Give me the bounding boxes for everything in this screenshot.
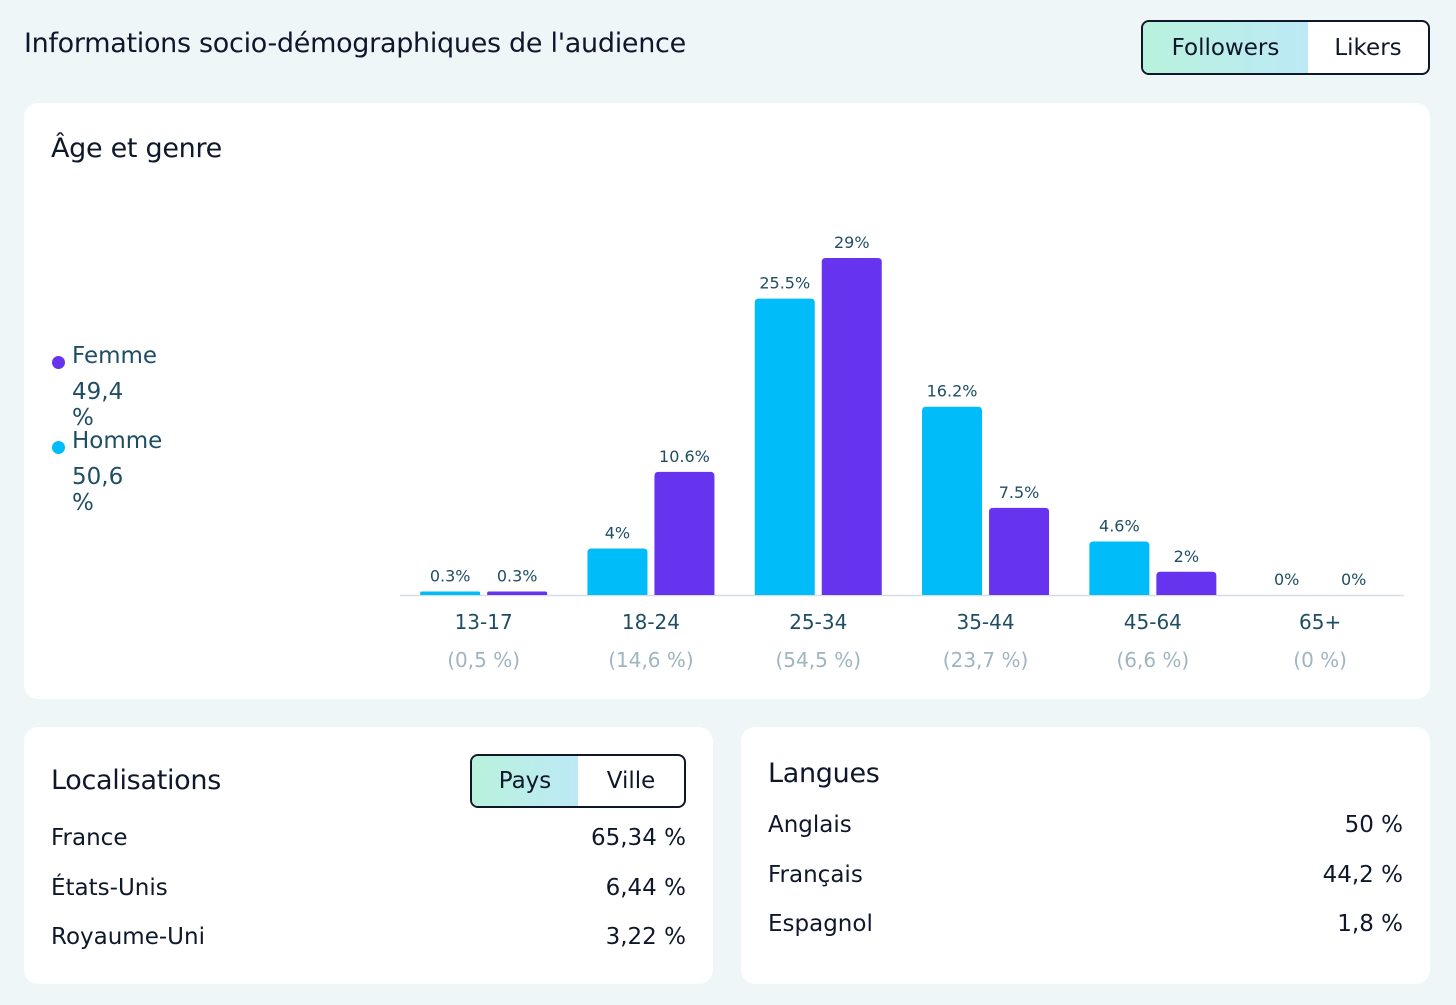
language-row: Espagnol 1,8 %: [768, 911, 1403, 951]
bar-femme-13-17: [487, 591, 548, 595]
location-name: Royaume-Uni: [51, 924, 205, 950]
bar-homme-35-44: [922, 406, 983, 595]
languages-card: Langues Anglais 50 % Français 44,2 % Esp…: [741, 727, 1430, 984]
language-name: Espagnol: [768, 911, 873, 937]
data-label: 29%: [834, 233, 870, 252]
languages-title: Langues: [768, 758, 880, 789]
pays-tab[interactable]: Pays: [472, 756, 578, 806]
category-total-label: (0,5 %): [447, 648, 520, 672]
followers-tab[interactable]: Followers: [1143, 22, 1308, 73]
data-label: 0%: [1274, 570, 1299, 589]
x-tick-label: 35-44: [956, 610, 1014, 634]
bar-femme-35-44: [989, 507, 1050, 595]
x-tick-label: 18-24: [622, 610, 680, 634]
data-label: 4%: [605, 524, 630, 543]
category-total-label: (14,6 %): [608, 648, 694, 672]
data-label: 16.2%: [927, 382, 978, 401]
x-tick-label: 45-64: [1124, 610, 1182, 634]
location-type-toggle: Pays Ville: [470, 754, 686, 808]
bar-femme-25-34: [821, 258, 882, 595]
category-total-label: (6,6 %): [1116, 648, 1189, 672]
locations-card: Localisations Pays Ville France 65,34 % …: [24, 727, 713, 984]
locations-title: Localisations: [51, 765, 221, 796]
language-value: 1,8 %: [1337, 911, 1403, 937]
data-label: 4.6%: [1099, 517, 1140, 536]
bar-homme-25-34: [754, 298, 815, 595]
language-value: 50 %: [1344, 812, 1403, 838]
data-label: 25.5%: [759, 274, 810, 293]
location-value: 6,44 %: [605, 875, 686, 901]
bar-femme-18-24: [654, 471, 715, 595]
data-label: 0.3%: [497, 567, 538, 586]
location-value: 3,22 %: [605, 924, 686, 950]
data-label: 2%: [1174, 547, 1199, 566]
data-label: 10.6%: [659, 447, 710, 466]
age-gender-title: Âge et genre: [51, 133, 222, 164]
x-tick-label: 13-17: [455, 610, 513, 634]
location-row: États-Unis 6,44 %: [51, 875, 686, 915]
category-total-label: (54,5 %): [776, 648, 862, 672]
language-name: Anglais: [768, 812, 852, 838]
location-name: États-Unis: [51, 875, 168, 901]
category-total-label: (0 %): [1293, 648, 1347, 672]
location-value: 65,34 %: [590, 825, 686, 851]
language-row: Anglais 50 %: [768, 812, 1403, 852]
legend-percentage: 50,6 %: [72, 464, 124, 516]
legend-percentage: 49,4 %: [72, 379, 124, 431]
bar-homme-13-17: [420, 591, 481, 595]
age-gender-card: 0.3% 0.3% 13-17 (0,5 %) 4% 10.6% 18-24 (14,6 %)…: [24, 103, 1430, 699]
language-value: 44,2 %: [1322, 862, 1403, 888]
location-row: France 65,34 %: [51, 825, 686, 865]
x-tick-label: 65+: [1299, 610, 1341, 634]
category-total-label: (23,7 %): [943, 648, 1029, 672]
ville-tab[interactable]: Ville: [606, 768, 656, 794]
bar-homme-18-24: [587, 548, 648, 595]
location-name: France: [51, 825, 128, 851]
legend-label: Femme: [72, 343, 158, 369]
legend-label: Homme: [72, 428, 163, 454]
language-row: Français 44,2 %: [768, 862, 1403, 902]
audience-type-toggle: Followers Likers: [1141, 20, 1430, 75]
bar-homme-45-64: [1089, 541, 1150, 595]
legend-dot-femme: [52, 356, 65, 369]
language-name: Français: [768, 862, 863, 888]
data-label: 0.3%: [430, 567, 471, 586]
x-tick-label: 25-34: [789, 610, 847, 634]
data-label: 0%: [1341, 570, 1366, 589]
bar-femme-45-64: [1156, 571, 1217, 595]
legend-dot-homme: [52, 441, 65, 454]
location-row: Royaume-Uni 3,22 %: [51, 924, 686, 964]
age-gender-chart: 0.3% 0.3% 13-17 (0,5 %) 4% 10.6% 18-24 (14,6 %)…: [400, 233, 1404, 672]
data-label: 7.5%: [999, 483, 1040, 502]
page-title: Informations socio-démographiques de l'a…: [24, 28, 686, 59]
likers-tab[interactable]: Likers: [1334, 34, 1402, 61]
